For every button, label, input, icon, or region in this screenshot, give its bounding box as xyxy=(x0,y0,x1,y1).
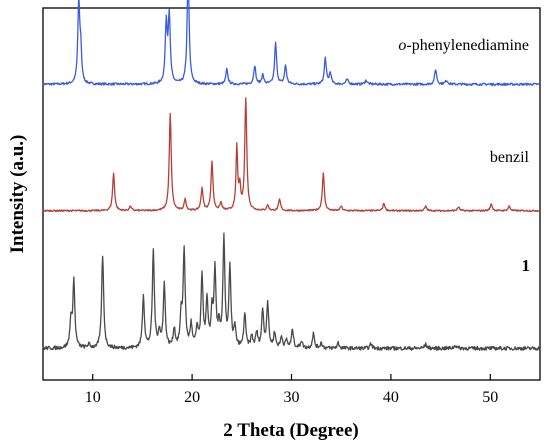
series-label-italic-part: o xyxy=(398,37,406,54)
x-tick-label: 40 xyxy=(383,389,399,406)
x-tick-label: 30 xyxy=(284,389,300,406)
y-axis-title: Intensity (a.u.) xyxy=(7,135,28,254)
x-axis-ticks: 10 20 30 40 50 xyxy=(85,374,498,406)
series-label-benzil: benzil xyxy=(490,149,530,166)
series-label-rest-part: -phenylenediamine xyxy=(406,37,529,54)
x-tick-label: 20 xyxy=(184,389,200,406)
x-tick-label: 10 xyxy=(85,389,101,406)
series-line-benzil xyxy=(42,97,541,213)
x-tick-label: 50 xyxy=(482,389,498,406)
series-line-o-phenylenediamine xyxy=(42,0,541,86)
series-group xyxy=(42,0,541,351)
series-line-1 xyxy=(42,232,541,351)
x-axis-title: 2 Theta (Degree) xyxy=(223,420,358,441)
plot-area xyxy=(42,7,541,381)
series-label-compound-1: 1 xyxy=(522,256,531,275)
series-label-o-phenylenediamine: o-phenylenediamine xyxy=(398,37,529,54)
